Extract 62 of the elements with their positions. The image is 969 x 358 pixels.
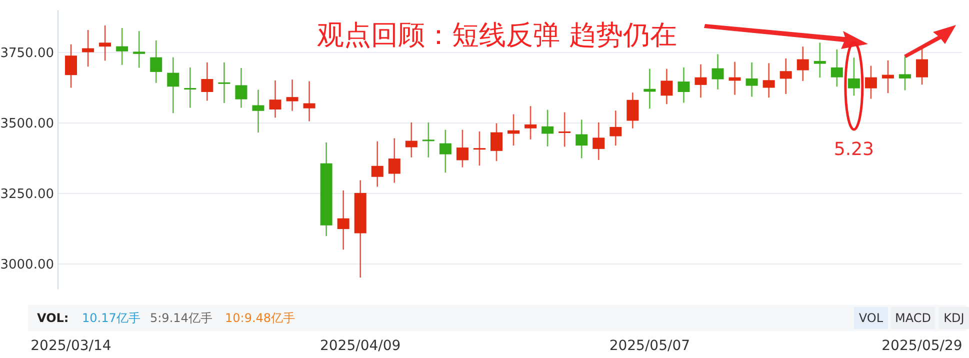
y-tick-label: 3000.00 bbox=[0, 258, 54, 273]
y-tick-label: 3750.00 bbox=[0, 46, 54, 62]
candlestick bbox=[65, 44, 77, 88]
candlestick bbox=[830, 48, 843, 88]
text: 10:9.48亿手 bbox=[225, 311, 296, 325]
candlestick bbox=[405, 122, 418, 158]
candlestick bbox=[694, 64, 707, 98]
annotation: 5.23 bbox=[834, 139, 874, 160]
candlestick bbox=[99, 24, 112, 62]
text: MACD bbox=[895, 311, 931, 325]
candlestick bbox=[796, 46, 809, 82]
candlestick bbox=[269, 80, 282, 118]
candlestick bbox=[133, 30, 146, 68]
candlestick bbox=[218, 62, 230, 104]
candlestick bbox=[116, 27, 128, 66]
candlestick bbox=[848, 56, 860, 96]
text: 10.17亿手 bbox=[82, 311, 140, 325]
x-tick-label: 2025/04/09 bbox=[320, 338, 401, 354]
candlestick bbox=[371, 140, 384, 188]
candlestick bbox=[388, 138, 400, 184]
x-tick-label: 2025/05/07 bbox=[609, 338, 690, 354]
candlestick bbox=[712, 54, 724, 90]
text: VOL bbox=[858, 311, 884, 325]
candlestick bbox=[422, 122, 434, 158]
candlestick bbox=[610, 110, 622, 146]
candlestick bbox=[235, 67, 248, 108]
candlestick bbox=[558, 112, 571, 148]
candlestick bbox=[473, 130, 486, 166]
candlestick bbox=[286, 78, 298, 112]
candlestick bbox=[916, 48, 928, 86]
candlestick bbox=[882, 60, 894, 94]
x-tick-label: 2025/05/29 bbox=[882, 338, 962, 354]
candlestick bbox=[576, 118, 588, 159]
candlestick bbox=[864, 65, 877, 100]
candlestick bbox=[542, 109, 554, 148]
chart-title: 观点回顾：短线反弹 趋势仍在 bbox=[317, 20, 677, 51]
candlestick bbox=[524, 105, 537, 140]
candlestick bbox=[746, 62, 758, 98]
candlestick bbox=[303, 80, 316, 122]
candlestick bbox=[167, 56, 180, 114]
candlestick bbox=[762, 62, 775, 98]
candlestick bbox=[456, 129, 468, 168]
candlestick bbox=[592, 122, 605, 161]
candlestick bbox=[150, 40, 162, 84]
text: VOL: bbox=[37, 311, 69, 325]
candlestick bbox=[201, 62, 214, 102]
y-tick-label: 3500.00 bbox=[0, 116, 54, 132]
candlestick bbox=[252, 89, 264, 134]
candlestick bbox=[337, 190, 350, 250]
candlestick bbox=[814, 42, 826, 78]
candlestick bbox=[780, 58, 792, 95]
x-tick-label: 2025/03/14 bbox=[30, 338, 112, 354]
text: KDJ bbox=[944, 311, 964, 325]
text: 5:9.14亿手 bbox=[150, 311, 212, 325]
candlestick bbox=[490, 122, 502, 162]
candlestick bbox=[439, 129, 452, 174]
candlestick bbox=[184, 66, 196, 108]
y-tick-label: 3250.00 bbox=[0, 187, 54, 202]
candlestick bbox=[626, 92, 639, 130]
candlestick bbox=[678, 66, 690, 104]
candlestick bbox=[660, 68, 673, 105]
candlestick bbox=[898, 56, 911, 91]
